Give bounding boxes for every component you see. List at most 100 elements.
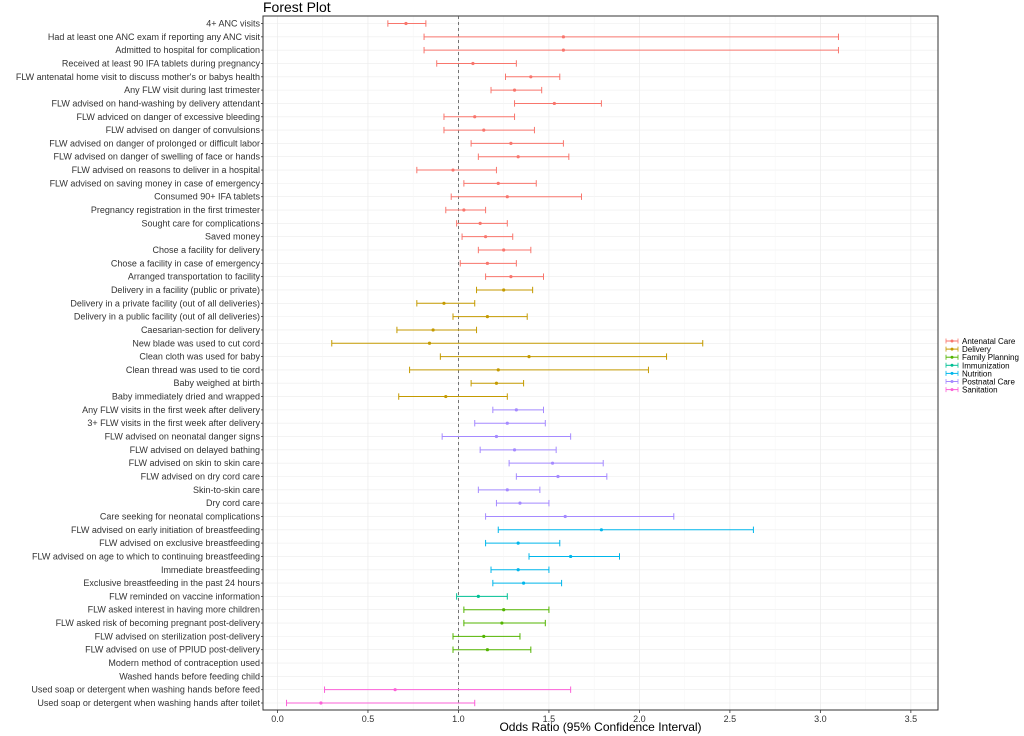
point-estimate bbox=[500, 621, 504, 625]
y-tick-label: FLW advised on danger of swelling of fac… bbox=[54, 152, 261, 162]
y-tick-label: FLW reminded on vaccine information bbox=[109, 591, 260, 601]
point-estimate bbox=[496, 181, 500, 185]
point-estimate bbox=[444, 394, 448, 399]
point-estimate bbox=[516, 568, 520, 572]
legend-label: Nutrition bbox=[962, 369, 992, 378]
point-estimate bbox=[482, 634, 486, 638]
y-tick-label: 3+ FLW visits in the first week after de… bbox=[87, 418, 260, 428]
y-tick-label: FLW asked interest in having more childr… bbox=[88, 605, 260, 615]
point-estimate bbox=[473, 115, 477, 119]
y-tick-label: Arranged transportation to facility bbox=[128, 272, 261, 282]
y-tick-label: Clean cloth was used for baby bbox=[139, 352, 260, 362]
point-estimate bbox=[563, 514, 567, 519]
point-estimate bbox=[462, 208, 466, 212]
x-tick-label: 0.0 bbox=[271, 714, 284, 724]
point-estimate bbox=[393, 688, 397, 692]
y-tick-label: FLW advised on reasons to deliver in a h… bbox=[72, 165, 260, 175]
point-estimate bbox=[505, 195, 509, 199]
y-tick-label: 4+ ANC visits bbox=[206, 19, 260, 29]
y-tick-label: New blade was used to cut cord bbox=[132, 338, 260, 348]
point-estimate bbox=[599, 528, 604, 532]
chart-title: Forest Plot bbox=[263, 0, 331, 15]
y-tick-label: FLW advised on early initiation of breas… bbox=[71, 525, 260, 535]
y-tick-label: FLW advised on use of PPIUD post-deliver… bbox=[85, 645, 260, 655]
x-axis-label: Odds Ratio (95% Confidence Interval) bbox=[499, 720, 701, 734]
legend-label: Delivery bbox=[962, 345, 991, 354]
y-tick-label: Consumed 90+ IFA tablets bbox=[154, 192, 260, 202]
y-tick-label: Exclusive breastfeeding in the past 24 h… bbox=[83, 578, 260, 588]
y-tick-label: Immediate breastfeeding bbox=[161, 565, 260, 575]
y-tick-label: Sought care for complications bbox=[141, 218, 260, 228]
y-axis-ticks bbox=[261, 23, 263, 704]
point-estimate bbox=[502, 248, 506, 252]
point-estimate bbox=[485, 648, 489, 652]
y-tick-label: FLW advised on sterilization post-delive… bbox=[95, 631, 261, 641]
point-estimate bbox=[494, 381, 499, 385]
x-tick-label: 1.0 bbox=[452, 714, 465, 724]
y-tick-label: Care seeking for neonatal complications bbox=[100, 511, 261, 521]
point-estimate bbox=[509, 275, 513, 279]
point-estimate bbox=[502, 288, 506, 292]
x-axis: 0.0 0.5 1.0 1.5 2.0 2.5 3.0 3.5 bbox=[271, 710, 917, 724]
y-tick-label: FLW advised on saving money in case of e… bbox=[50, 178, 261, 188]
y-tick-label: FLW advised on dry cord care bbox=[141, 472, 260, 482]
y-tick-label: Washed hands before feeding child bbox=[119, 671, 260, 681]
x-tick-label: 2.5 bbox=[724, 714, 737, 724]
y-tick-label: Baby immediately dried and wrapped bbox=[112, 392, 260, 402]
legend-key-point bbox=[950, 388, 954, 392]
y-tick-label: Chose a facility for delivery bbox=[152, 245, 260, 255]
legend-key-point bbox=[950, 380, 954, 383]
point-estimate bbox=[431, 328, 435, 332]
point-estimate bbox=[482, 128, 486, 132]
y-axis-labels: 4+ ANC visits Had at least one ANC exam i… bbox=[16, 19, 261, 709]
legend-label: Postnatal Care bbox=[962, 378, 1015, 387]
y-tick-label: FLW adviced on danger of excessive bleed… bbox=[77, 112, 260, 122]
point-estimate bbox=[451, 168, 455, 172]
y-tick-label: Any FLW visits in the first week after d… bbox=[82, 405, 260, 415]
point-estimate bbox=[471, 61, 475, 66]
y-tick-label: Received at least 90 IFA tablets during … bbox=[62, 58, 261, 68]
x-tick-label: 0.5 bbox=[362, 714, 375, 724]
point-estimate bbox=[319, 701, 323, 705]
x-tick-label: 3.5 bbox=[905, 714, 918, 724]
y-tick-label: FLW advised on age to which to continuin… bbox=[32, 551, 260, 561]
y-tick-label: Chose a facility in case of emergency bbox=[111, 258, 261, 268]
point-estimate bbox=[527, 354, 531, 359]
y-tick-label: FLW advised on hand-washing by delivery … bbox=[52, 98, 261, 108]
x-tick-label: 1.5 bbox=[543, 714, 556, 724]
legend-label: Sanitation bbox=[962, 386, 998, 395]
y-tick-label: Used soap or detergent when washing hand… bbox=[37, 698, 260, 708]
y-tick-label: Clean thread was used to tie cord bbox=[126, 365, 260, 375]
point-estimate bbox=[561, 48, 566, 52]
point-estimate bbox=[561, 35, 566, 39]
point-estimate bbox=[478, 221, 482, 225]
y-tick-label: Used soap or detergent when washing hand… bbox=[31, 685, 260, 695]
point-estimate bbox=[496, 368, 500, 372]
y-tick-label: FLW advised on skin to skin care bbox=[129, 458, 260, 468]
point-estimate bbox=[509, 141, 513, 146]
point-estimate bbox=[514, 408, 518, 412]
forest-marks bbox=[286, 20, 839, 707]
point-estimate bbox=[569, 554, 573, 559]
point-estimate bbox=[512, 448, 517, 452]
y-tick-label: FLW advised on exclusive breastfeeding bbox=[99, 538, 260, 548]
y-tick-label: FLW antenatal home visit to discuss moth… bbox=[16, 72, 260, 82]
x-tick-label: 3.0 bbox=[814, 714, 827, 724]
point-estimate bbox=[476, 594, 480, 599]
y-tick-label: Had at least one ANC exam if reporting a… bbox=[48, 32, 261, 42]
y-tick-label: FLW advised on danger of convulsions bbox=[106, 125, 261, 135]
legend-key-point bbox=[950, 371, 954, 375]
y-tick-label: Delivery in a facility (public or privat… bbox=[111, 285, 260, 295]
point-estimate bbox=[483, 235, 488, 239]
y-tick-label: FLW advised on delayed bathing bbox=[130, 445, 260, 455]
y-tick-label: Saved money bbox=[205, 232, 261, 242]
y-tick-label: FLW advised on danger of prolonged or di… bbox=[49, 138, 260, 148]
point-estimate bbox=[404, 21, 408, 26]
y-tick-label: FLW advised on neonatal danger signs bbox=[105, 432, 261, 442]
point-estimate bbox=[529, 75, 533, 79]
legend-key-point bbox=[950, 363, 954, 367]
plot-panel-border bbox=[262, 15, 939, 711]
point-estimate bbox=[556, 474, 560, 479]
